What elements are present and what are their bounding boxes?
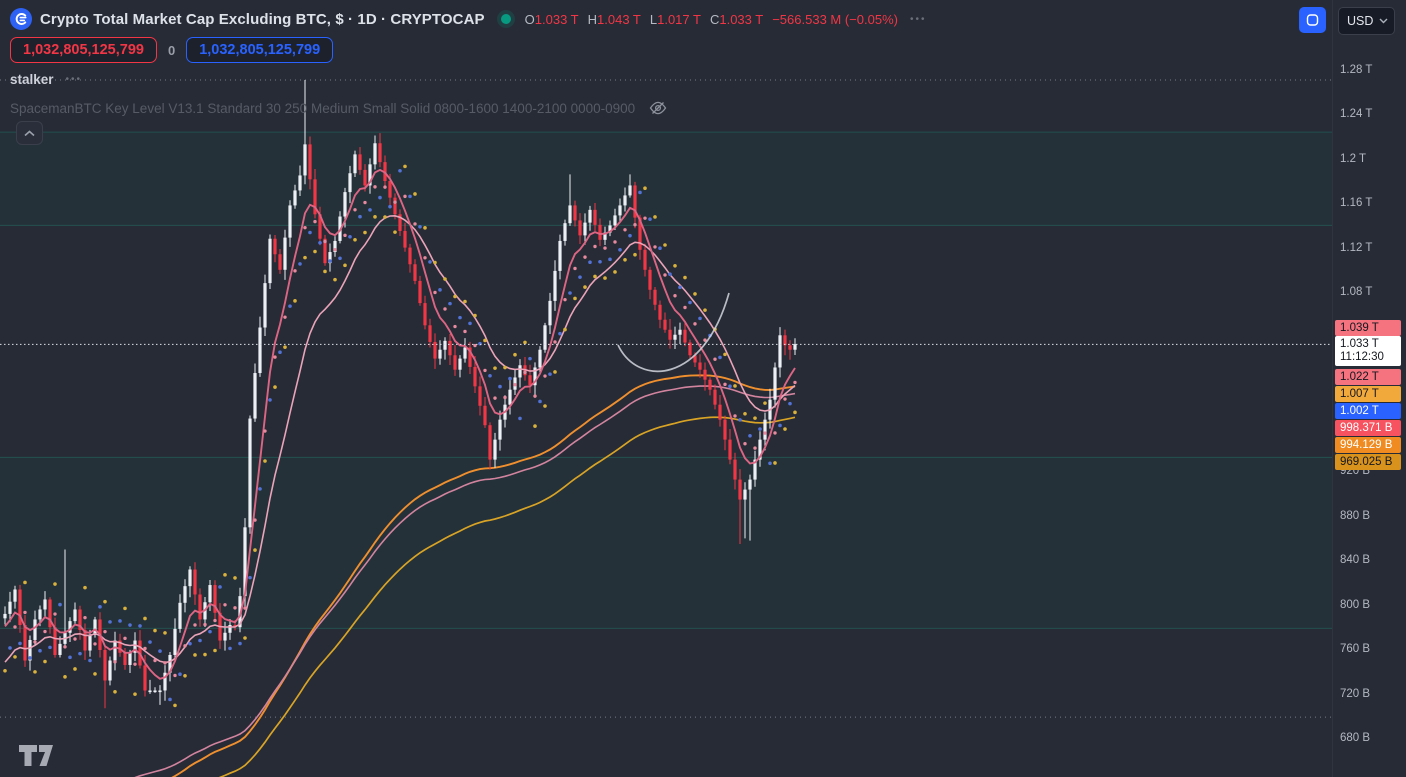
market-status-icon[interactable] bbox=[500, 14, 511, 24]
price-tick: 760 B bbox=[1340, 643, 1371, 655]
drawing-label-row[interactable]: stalker ••• bbox=[10, 72, 82, 87]
drawing-more-button[interactable]: ••• bbox=[65, 74, 83, 85]
key-level-zone bbox=[0, 457, 1332, 629]
price-tick: 1.16 T bbox=[1340, 197, 1373, 209]
currency-dropdown[interactable]: USD bbox=[1338, 7, 1395, 35]
chevron-up-icon bbox=[24, 129, 35, 136]
sar-pink bbox=[13, 185, 797, 678]
price-line-label: 1.007 T bbox=[1335, 386, 1401, 402]
price-tick: 1.28 T bbox=[1340, 64, 1373, 76]
ema-gold-slow bbox=[218, 416, 796, 777]
close-value: 1.033 T bbox=[719, 11, 764, 27]
price-alert-row: 1,032,805,125,799 0 1,032,805,125,799 bbox=[10, 37, 334, 63]
tradingview-logo-icon bbox=[19, 745, 53, 766]
rounded-square-icon bbox=[1306, 14, 1319, 26]
currency-value: USD bbox=[1347, 14, 1374, 28]
legend-more-button[interactable]: ••• bbox=[909, 13, 927, 25]
price-line-label: 998.371 B bbox=[1335, 420, 1401, 436]
candlestick-chart[interactable] bbox=[0, 0, 1332, 777]
price-line-label: 969.025 B bbox=[1335, 454, 1401, 470]
ema-slow-pink bbox=[134, 385, 796, 777]
low-label: L bbox=[649, 11, 658, 27]
ema-fast-salmon bbox=[4, 168, 796, 680]
price-tick: 680 B bbox=[1340, 732, 1371, 744]
high-label: H bbox=[587, 11, 598, 27]
change-value: −566.533 M (−0.05%) bbox=[772, 11, 898, 27]
price-tick: 1.2 T bbox=[1340, 153, 1366, 165]
price-tick: 720 B bbox=[1340, 688, 1371, 700]
symbol-legend-row[interactable]: Crypto Total Market Cap Excluding BTC, $… bbox=[10, 8, 926, 30]
blue-price-button[interactable]: 1,032,805,125,799 bbox=[186, 37, 334, 63]
open-value: 1.033 T bbox=[534, 11, 579, 27]
tradingview-logo[interactable] bbox=[18, 743, 54, 773]
price-tick: 800 B bbox=[1340, 599, 1371, 611]
chevron-down-icon bbox=[1379, 18, 1388, 24]
key-level-zone bbox=[0, 132, 1332, 226]
price-line-label: 994.129 B bbox=[1335, 437, 1401, 453]
ema-orange bbox=[171, 374, 796, 777]
arc-drawing[interactable] bbox=[617, 292, 730, 373]
red-price-button[interactable]: 1,032,805,125,799 bbox=[10, 37, 157, 63]
sar-gold bbox=[3, 164, 797, 708]
price-tick: 1.24 T bbox=[1340, 108, 1373, 120]
price-tick: 1.08 T bbox=[1340, 286, 1373, 298]
fullscreen-button[interactable] bbox=[1299, 7, 1326, 33]
price-line-label: 1.002 T bbox=[1335, 403, 1401, 419]
price-line-label: 1.022 T bbox=[1335, 369, 1401, 385]
bar-countdown: 11:12:30 bbox=[1340, 351, 1384, 363]
indicator-title[interactable]: SpacemanBTC Key Level V13.1 Standard 30 … bbox=[10, 100, 636, 116]
sar-blue bbox=[8, 168, 792, 702]
price-tick: 1.12 T bbox=[1340, 242, 1373, 254]
collapse-legend-button[interactable] bbox=[16, 121, 43, 145]
ohlc-values: O 1.033 T H 1.043 T L 1.017 T C 1.033 T −566… bbox=[525, 12, 898, 27]
current-price-label: 1.033 T 11:12:30 bbox=[1335, 336, 1401, 366]
price-scale[interactable]: 1.28 T 1.24 T 1.2 T 1.16 T 1.12 T 1.08 T 920 B… bbox=[1332, 0, 1406, 777]
close-label: C bbox=[709, 11, 720, 27]
middle-zero-value: 0 bbox=[167, 42, 176, 58]
symbol-title[interactable]: Crypto Total Market Cap Excluding BTC, $… bbox=[40, 10, 485, 28]
cryptocap-logo-icon bbox=[10, 8, 32, 30]
high-value: 1.043 T bbox=[597, 11, 641, 27]
price-tick: 880 B bbox=[1340, 510, 1371, 522]
price-tick: 840 B bbox=[1340, 554, 1371, 566]
drawing-name[interactable]: stalker bbox=[10, 72, 54, 87]
price-line-label: 1.039 T bbox=[1335, 320, 1401, 336]
open-label: O bbox=[524, 11, 535, 27]
indicator-legend-row[interactable]: SpacemanBTC Key Level V13.1 Standard 30 … bbox=[10, 99, 667, 117]
hidden-eye-icon[interactable] bbox=[649, 99, 667, 117]
low-value: 1.017 T bbox=[657, 11, 701, 27]
ema-mid-pink bbox=[4, 214, 796, 664]
